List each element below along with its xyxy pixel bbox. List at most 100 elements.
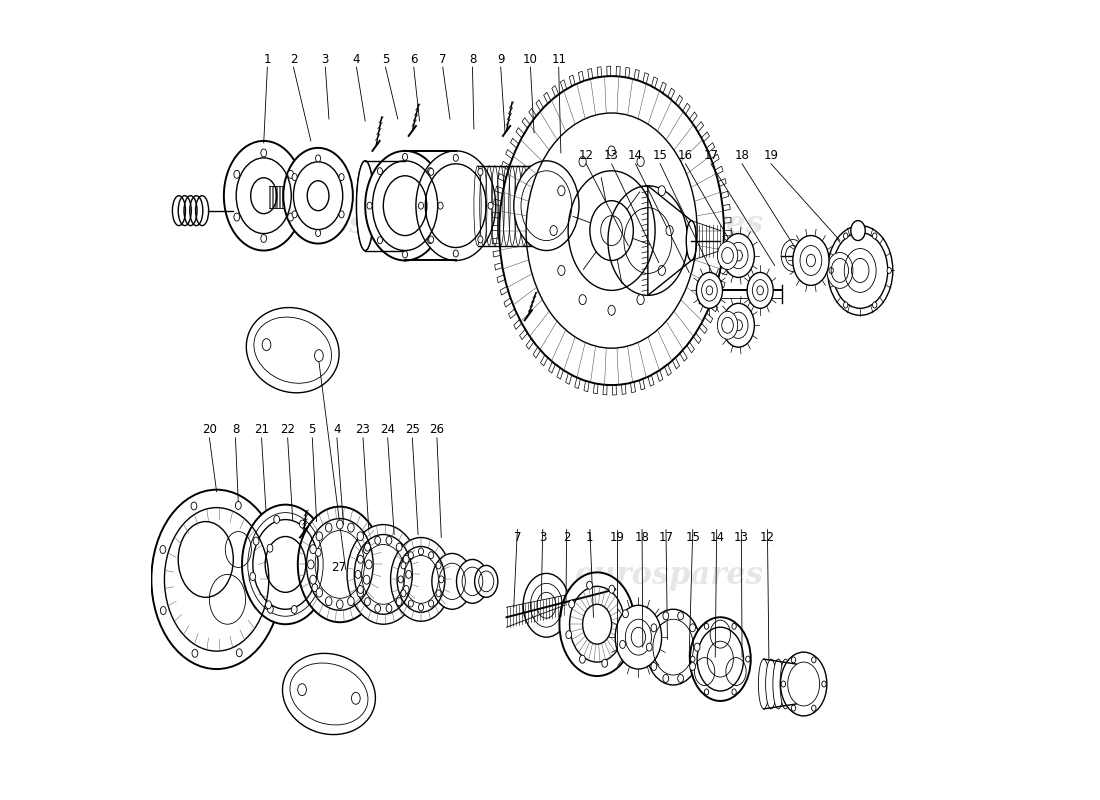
Ellipse shape — [160, 546, 166, 554]
Ellipse shape — [316, 588, 322, 597]
Ellipse shape — [558, 186, 565, 196]
Ellipse shape — [558, 266, 565, 275]
Ellipse shape — [696, 273, 723, 308]
Ellipse shape — [364, 543, 371, 551]
Ellipse shape — [429, 600, 433, 607]
Text: 26: 26 — [429, 423, 444, 436]
Ellipse shape — [398, 576, 404, 583]
Text: 25: 25 — [405, 423, 420, 436]
Ellipse shape — [246, 307, 339, 393]
Text: eurospares: eurospares — [272, 560, 461, 591]
Ellipse shape — [812, 657, 816, 663]
Ellipse shape — [580, 655, 585, 663]
Ellipse shape — [326, 597, 332, 606]
Ellipse shape — [400, 590, 406, 597]
Text: 3: 3 — [539, 531, 547, 544]
Text: 6: 6 — [410, 53, 418, 66]
Ellipse shape — [732, 689, 736, 695]
Ellipse shape — [844, 233, 848, 239]
Ellipse shape — [747, 273, 773, 308]
Ellipse shape — [833, 233, 888, 308]
Ellipse shape — [647, 643, 652, 651]
Ellipse shape — [651, 662, 657, 670]
Text: 2: 2 — [289, 53, 297, 66]
Ellipse shape — [686, 221, 696, 261]
Ellipse shape — [355, 570, 361, 578]
Text: 19: 19 — [609, 531, 624, 544]
Ellipse shape — [292, 211, 297, 218]
Text: 17: 17 — [703, 150, 718, 162]
Ellipse shape — [619, 641, 626, 649]
Ellipse shape — [477, 236, 483, 243]
Ellipse shape — [298, 684, 307, 696]
Text: 22: 22 — [280, 423, 295, 436]
Ellipse shape — [363, 575, 370, 584]
Ellipse shape — [872, 233, 877, 239]
Ellipse shape — [717, 311, 738, 339]
Ellipse shape — [418, 202, 424, 209]
Ellipse shape — [375, 537, 381, 544]
Ellipse shape — [579, 294, 586, 305]
Ellipse shape — [316, 230, 320, 237]
Text: 16: 16 — [678, 150, 693, 162]
Ellipse shape — [609, 586, 615, 594]
Ellipse shape — [456, 559, 488, 603]
Ellipse shape — [348, 597, 354, 606]
Ellipse shape — [310, 575, 317, 584]
Text: 5: 5 — [382, 53, 389, 66]
Ellipse shape — [646, 610, 701, 685]
Text: 7: 7 — [439, 53, 447, 66]
Ellipse shape — [690, 624, 695, 632]
Ellipse shape — [446, 151, 466, 261]
Ellipse shape — [339, 174, 344, 181]
Text: 4: 4 — [333, 423, 341, 436]
Ellipse shape — [352, 692, 360, 704]
Ellipse shape — [436, 562, 441, 569]
Text: 13: 13 — [604, 150, 619, 162]
Ellipse shape — [358, 555, 363, 563]
Ellipse shape — [791, 657, 795, 663]
Ellipse shape — [316, 155, 320, 162]
Ellipse shape — [395, 151, 415, 261]
Ellipse shape — [781, 239, 804, 271]
Text: 9: 9 — [497, 53, 505, 66]
Ellipse shape — [356, 161, 374, 250]
Ellipse shape — [377, 237, 383, 244]
Text: 1: 1 — [264, 53, 271, 66]
Ellipse shape — [793, 235, 829, 286]
Text: 17: 17 — [659, 531, 673, 544]
Text: eurospares: eurospares — [575, 560, 764, 591]
Ellipse shape — [365, 151, 444, 261]
Ellipse shape — [812, 705, 816, 711]
Ellipse shape — [261, 234, 266, 242]
Text: 12: 12 — [579, 150, 594, 162]
Ellipse shape — [474, 566, 498, 598]
Text: eurospares: eurospares — [575, 209, 764, 240]
Ellipse shape — [403, 154, 408, 160]
Text: 23: 23 — [355, 423, 371, 436]
Ellipse shape — [267, 544, 273, 552]
Ellipse shape — [416, 151, 496, 261]
Ellipse shape — [781, 652, 827, 716]
Text: 18: 18 — [735, 150, 749, 162]
Ellipse shape — [602, 659, 607, 667]
Ellipse shape — [375, 605, 381, 612]
Ellipse shape — [758, 659, 769, 709]
Ellipse shape — [337, 520, 343, 529]
Ellipse shape — [404, 555, 409, 563]
Ellipse shape — [418, 548, 424, 555]
Text: 20: 20 — [202, 423, 217, 436]
Ellipse shape — [678, 674, 683, 682]
Ellipse shape — [406, 570, 411, 578]
Ellipse shape — [658, 266, 666, 275]
Ellipse shape — [234, 170, 240, 178]
Ellipse shape — [315, 350, 323, 362]
Ellipse shape — [586, 581, 593, 589]
Ellipse shape — [161, 606, 166, 614]
Ellipse shape — [429, 236, 433, 243]
Ellipse shape — [377, 168, 383, 174]
Text: 4: 4 — [353, 53, 360, 66]
Ellipse shape — [791, 705, 795, 711]
Text: 13: 13 — [734, 531, 749, 544]
Ellipse shape — [288, 213, 294, 221]
